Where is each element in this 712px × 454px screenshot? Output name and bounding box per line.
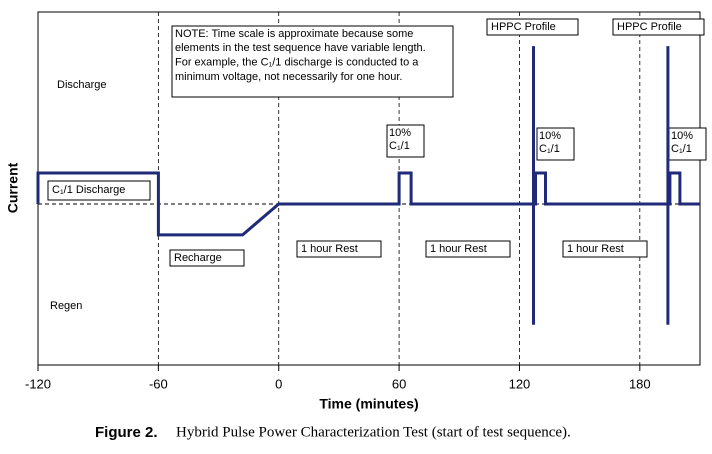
annotation: 1 hour Rest bbox=[430, 243, 487, 255]
label-box bbox=[668, 127, 707, 161]
pulse-label: C₁/1 bbox=[539, 143, 560, 155]
label-box bbox=[296, 240, 382, 258]
pulse-label: C₁/1 bbox=[671, 143, 692, 155]
annotation: Discharge bbox=[57, 79, 107, 91]
label-box bbox=[562, 240, 648, 258]
note-box bbox=[171, 25, 454, 98]
note-line: elements in the test sequence have varia… bbox=[175, 42, 426, 54]
note-line: minimum voltage, not necessarily for one… bbox=[175, 71, 402, 83]
pulse-label: 10% bbox=[539, 130, 561, 142]
annotation: HPPC Profile bbox=[491, 21, 556, 33]
label-box bbox=[536, 127, 575, 161]
pulse-label: C₁/1 bbox=[389, 140, 410, 152]
pulse-label: 10% bbox=[389, 127, 411, 139]
current-trace bbox=[36, 46, 700, 325]
label-box bbox=[486, 18, 579, 36]
label-box bbox=[425, 240, 511, 258]
y-axis-label: Current bbox=[5, 162, 21, 213]
x-tick-label: -60 bbox=[149, 376, 168, 391]
annotation: Regen bbox=[50, 300, 82, 312]
label-box bbox=[47, 180, 151, 201]
note-line: For example, the C₁/1 discharge is condu… bbox=[175, 57, 419, 69]
x-tick-label: 120 bbox=[509, 376, 531, 391]
annotation: 1 hour Rest bbox=[567, 243, 624, 255]
annotation: C₁/1 Discharge bbox=[52, 184, 125, 196]
caption-label: Figure 2. bbox=[95, 424, 158, 441]
x-tick-label: 60 bbox=[392, 376, 406, 391]
annotation: Recharge bbox=[174, 252, 222, 264]
label-box bbox=[612, 18, 705, 36]
x-tick-label: -120 bbox=[25, 376, 51, 391]
label-box bbox=[386, 124, 425, 158]
x-tick-label: 180 bbox=[629, 376, 651, 391]
label-box bbox=[169, 249, 245, 267]
caption: Hybrid Pulse Power Characterization Test… bbox=[176, 424, 571, 440]
annotation: 1 hour Rest bbox=[301, 243, 358, 255]
x-tick-label: 0 bbox=[275, 376, 282, 391]
x-axis-label: Time (minutes) bbox=[319, 396, 418, 412]
note-line: NOTE: Time scale is approximate because … bbox=[175, 28, 413, 40]
annotation: HPPC Profile bbox=[617, 21, 682, 33]
pulse-label: 10% bbox=[671, 130, 693, 142]
